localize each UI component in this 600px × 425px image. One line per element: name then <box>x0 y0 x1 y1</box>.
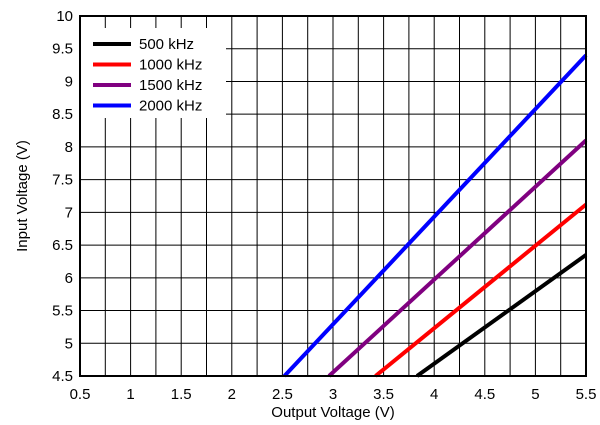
y-tick-label: 9 <box>65 73 73 90</box>
legend-label: 2000 kHz <box>139 98 202 115</box>
y-tick-label: 8 <box>65 139 73 156</box>
plot-frame <box>79 15 587 377</box>
y-tick-label: 9.5 <box>52 41 73 58</box>
legend: 500 kHz 1000 kHz 1500 kHz 2000 kHz <box>93 36 202 115</box>
x-tick-label: 3.5 <box>373 386 394 403</box>
series-line-1500-khz <box>327 138 588 378</box>
legend-label: 1000 kHz <box>139 57 202 74</box>
y-axis-label: Input Voltage (V) <box>14 140 31 252</box>
x-tick-label: 2 <box>228 386 236 403</box>
x-tick-label: 2.5 <box>272 386 293 403</box>
x-tick-label: 1 <box>126 386 134 403</box>
legend-item-1500-khz: 1500 kHz <box>93 77 202 94</box>
x-tick-label: 5 <box>531 386 539 403</box>
y-tick-label: 5 <box>65 335 73 352</box>
x-tick-label: 4 <box>430 386 438 403</box>
series-line-500-khz <box>415 253 588 378</box>
x-axis-label: Output Voltage (V) <box>271 404 394 421</box>
legend-label: 500 kHz <box>139 36 194 53</box>
y-tick-label: 5.5 <box>52 303 73 320</box>
legend-item-1000-khz: 1000 kHz <box>93 57 202 74</box>
y-tick-label: 8.5 <box>52 106 73 123</box>
y-tick-label: 6 <box>65 270 73 287</box>
legend-label: 1500 kHz <box>139 77 202 94</box>
legend-item-2000-khz: 2000 kHz <box>93 98 202 115</box>
x-tick-label: 1.5 <box>171 386 192 403</box>
series-line-2000-khz <box>282 53 588 378</box>
x-tick-label: 0.5 <box>70 386 91 403</box>
grid <box>80 16 586 376</box>
series-line-1000-khz <box>374 202 588 378</box>
x-tick-label: 5.5 <box>576 386 597 403</box>
y-tick-label: 4.5 <box>52 368 73 385</box>
y-tick-label: 7.5 <box>52 172 73 189</box>
series-lines <box>282 53 588 378</box>
x-tick-label: 4.5 <box>474 386 495 403</box>
y-tick-label: 6.5 <box>52 237 73 254</box>
legend-item-500-khz: 500 kHz <box>93 36 194 53</box>
y-tick-label: 7 <box>65 204 73 221</box>
tick-labels: 0.5 1 1.5 2 2.5 3 3.5 4 4.5 5 5.5 4.5 5 5.5 6 6.5 7 7.5 8 8… <box>52 8 596 403</box>
y-tick-label: 10 <box>56 8 73 25</box>
x-tick-label: 3 <box>329 386 337 403</box>
